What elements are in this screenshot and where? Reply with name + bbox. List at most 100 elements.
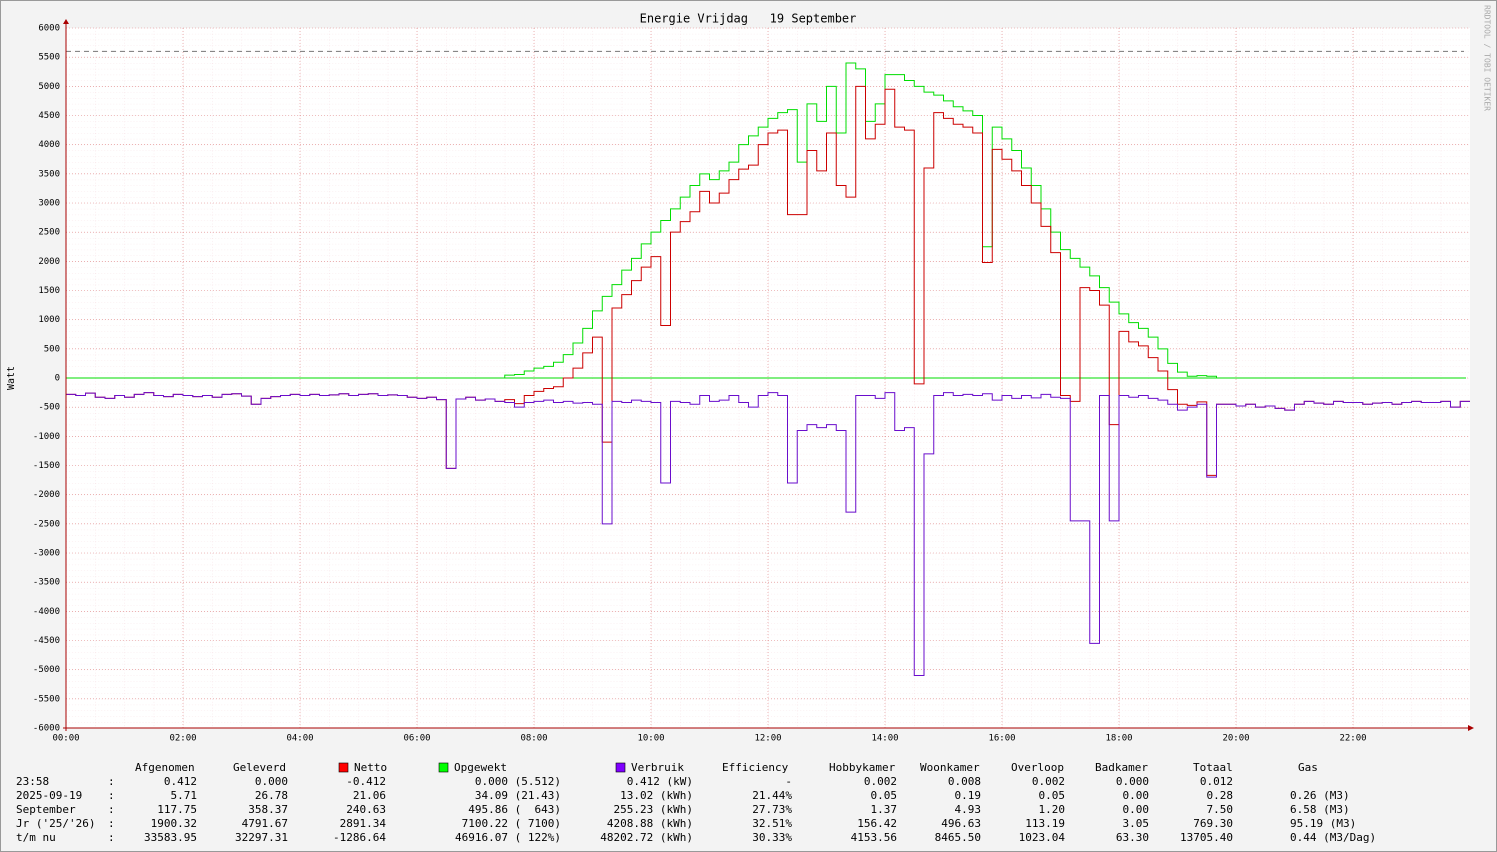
cell: 0.412 — [164, 775, 197, 788]
cell: 495.86 ( 643) — [468, 803, 561, 816]
cell: 0.00 — [1123, 789, 1150, 802]
row-separator: : — [108, 831, 115, 844]
cell: 4791.67 — [242, 817, 288, 830]
cell: 0.000 — [255, 775, 288, 788]
y-tick-label: -3500 — [33, 578, 60, 588]
y-tick-label: 6000 — [38, 24, 60, 34]
cell: 27.73% — [752, 803, 792, 816]
row-separator: : — [108, 803, 115, 816]
legend-swatch — [338, 762, 349, 773]
y-tick-label: -5000 — [33, 665, 60, 675]
cell: 0.412 (kW) — [627, 775, 693, 788]
cell: 4208.88 (kWh) — [607, 817, 693, 830]
cell: 6.58 (M3) — [1290, 803, 1350, 816]
series-line — [66, 392, 1470, 676]
cell: 21.44% — [752, 789, 792, 802]
y-tick-label: -5500 — [33, 694, 60, 704]
cell: 13.02 (kWh) — [620, 789, 693, 802]
row-label: t/m nu — [16, 831, 56, 844]
x-tick-label: 10:00 — [637, 734, 664, 744]
chart-title: Energie Vrijdag 19 September — [640, 12, 857, 26]
x-tick-label: 06:00 — [403, 734, 430, 744]
x-tick-label: 22:00 — [1339, 734, 1366, 744]
column-header: Overloop — [1011, 761, 1064, 774]
cell: 3.05 — [1123, 817, 1150, 830]
y-tick-label: 4500 — [38, 111, 60, 121]
x-tick-label: 04:00 — [286, 734, 313, 744]
x-tick-label: 00:00 — [52, 734, 79, 744]
cell: 0.012 — [1200, 775, 1233, 788]
cell: 32297.31 — [235, 831, 288, 844]
cell: 46916.07 ( 122%) — [455, 831, 561, 844]
column-header: Woonkamer — [920, 761, 980, 774]
cell: 156.42 — [857, 817, 897, 830]
column-header: Totaal — [1193, 761, 1233, 774]
cell: 1900.32 — [151, 817, 197, 830]
y-tick-label: 5000 — [38, 82, 60, 92]
cell: 34.09 (21.43) — [475, 789, 561, 802]
side-text: RRDTOOL / TOBI OETIKER — [1483, 5, 1492, 111]
y-tick-label: -1000 — [33, 432, 60, 442]
cell: 0.19 — [955, 789, 982, 802]
column-header: Efficiency — [722, 761, 789, 774]
cell: 8465.50 — [935, 831, 981, 844]
y-tick-label: 2500 — [38, 228, 60, 238]
cell: 113.19 — [1025, 817, 1065, 830]
cell: -1286.64 — [333, 831, 386, 844]
table: Afgenomen Geleverd Efficiency Hobbykamer Woo… — [16, 761, 1376, 844]
y-tick-label: -6000 — [33, 724, 60, 734]
x-tick-label: 16:00 — [988, 734, 1015, 744]
cell: 0.05 — [1039, 789, 1066, 802]
cell: 0.28 — [1207, 789, 1234, 802]
y-tick-label: -4000 — [33, 607, 60, 617]
y-tick-label: 2000 — [38, 257, 60, 267]
cell: 240.63 — [346, 803, 386, 816]
y-tick-label: 500 — [44, 344, 60, 354]
cell: 7.50 — [1207, 803, 1234, 816]
column-header: Afgenomen — [135, 761, 195, 774]
y-arrow — [63, 19, 69, 24]
column-header: Gas — [1298, 761, 1318, 774]
cell: 0.000 (5.512) — [475, 775, 561, 788]
cell: 769.30 — [1193, 817, 1233, 830]
cell: 48202.72 (kWh) — [600, 831, 693, 844]
cell: 1023.04 — [1019, 831, 1066, 844]
cell: 255.23 (kWh) — [614, 803, 693, 816]
legend-swatch — [615, 762, 626, 773]
column-header: Hobbykamer — [829, 761, 896, 774]
cell: 0.008 — [948, 775, 981, 788]
y-tick-label: -2000 — [33, 490, 60, 500]
x-tick-label: 08:00 — [520, 734, 547, 744]
legend-label: Netto — [354, 761, 387, 774]
cell: 0.000 — [1116, 775, 1149, 788]
legend-label: Verbruik — [631, 761, 684, 774]
x-tick-label: 02:00 — [169, 734, 196, 744]
y-tick-label: 3000 — [38, 199, 60, 209]
cell: 117.75 — [157, 803, 197, 816]
y-tick-label: 1000 — [38, 315, 60, 325]
x-tick-label: 12:00 — [754, 734, 781, 744]
legend-label: Opgewekt — [454, 761, 507, 774]
row-separator: : — [108, 789, 115, 802]
y-tick-label: -500 — [38, 403, 60, 413]
row-label: Jr ('25/'26) — [16, 817, 95, 830]
y-tick-label: -2500 — [33, 519, 60, 529]
cell: 63.30 — [1116, 831, 1149, 844]
y-tick-label: -4500 — [33, 636, 60, 646]
cell: 1.37 — [871, 803, 898, 816]
cell: 4.93 — [955, 803, 982, 816]
cell: 33583.95 — [144, 831, 197, 844]
y-tick-label: 0 — [55, 374, 60, 384]
cell: 0.00 — [1123, 803, 1150, 816]
row-separator: : — [108, 775, 115, 788]
y-tick-label: 5500 — [38, 53, 60, 63]
cell: - — [785, 775, 792, 788]
cell: 0.002 — [1032, 775, 1065, 788]
cell: 21.06 — [353, 789, 386, 802]
x-tick-label: 20:00 — [1222, 734, 1249, 744]
cell: 13705.40 — [1180, 831, 1233, 844]
y-tick-label: 1500 — [38, 286, 60, 296]
y-tick-label: -1500 — [33, 461, 60, 471]
cell: 0.44 (M3/Dag) — [1290, 831, 1376, 844]
cell: 32.51% — [752, 817, 792, 830]
